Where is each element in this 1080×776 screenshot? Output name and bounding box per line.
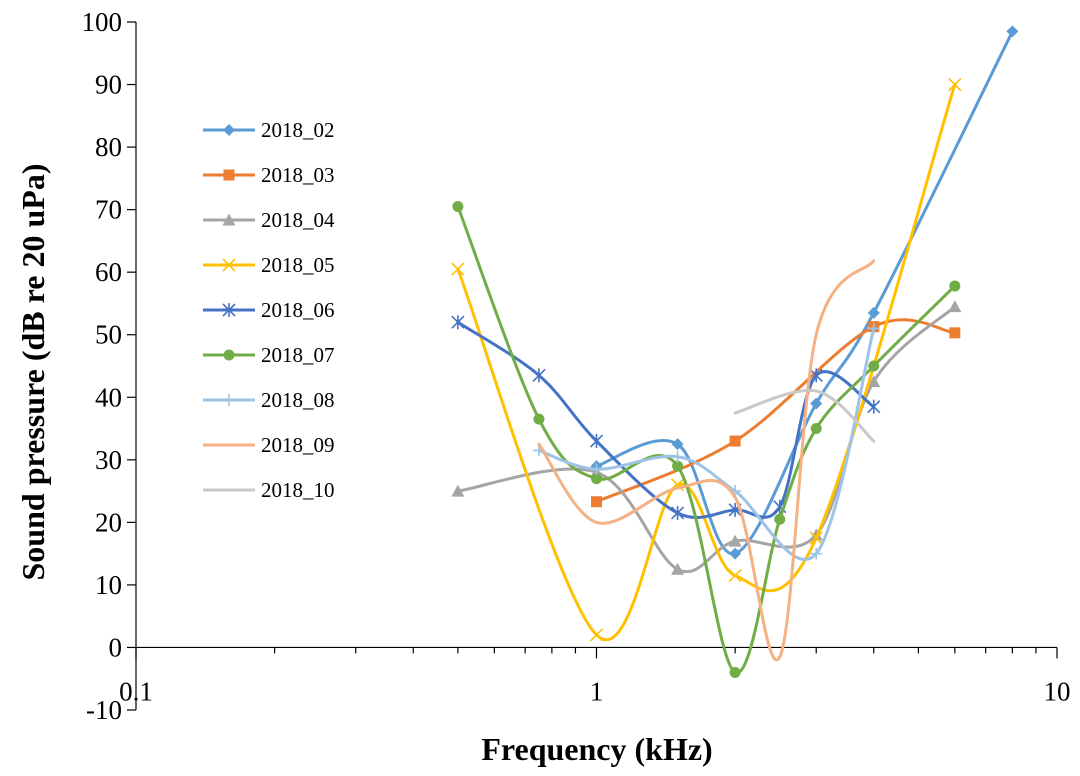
legend-label: 2018_07: [261, 343, 335, 367]
x-axis-title: Frequency (kHz): [481, 731, 712, 767]
y-tick-label: 0: [109, 632, 123, 662]
data-point: [671, 505, 685, 520]
y-tick-label: 70: [95, 195, 122, 225]
legend-marker: [222, 258, 236, 272]
ticks: -10 0 10 20 30 40 50 60 70 80 90 100 0.1 1 10: [82, 7, 1071, 725]
x-tick-label: 1: [590, 676, 604, 706]
data-point: [948, 300, 962, 313]
series-layer: [451, 25, 1019, 678]
legend-item: 2018_10: [203, 478, 335, 502]
data-point: [810, 397, 823, 410]
y-tick-label: 100: [82, 7, 123, 37]
data-point: [591, 496, 602, 508]
data-point: [451, 484, 465, 497]
data-point: [867, 322, 880, 335]
legend-label: 2018_09: [261, 433, 335, 457]
data-point: [533, 413, 545, 425]
legend-marker: [223, 394, 235, 406]
data-point: [949, 327, 961, 339]
x-tick-label: 10: [1044, 676, 1071, 706]
data-point: [451, 262, 465, 276]
series-2018_06: [451, 315, 881, 520]
y-tick-label: 90: [95, 70, 122, 100]
data-point: [728, 568, 742, 583]
legend-label: 2018_08: [261, 388, 335, 412]
data-point: [810, 423, 822, 435]
y-tick-label: 10: [95, 570, 122, 600]
data-point: [532, 368, 546, 383]
series-line: [537, 259, 876, 662]
series-line: [456, 205, 957, 675]
data-point: [867, 399, 881, 414]
data-point: [867, 375, 881, 388]
data-point: [452, 201, 464, 213]
y-tick-label: 80: [95, 132, 122, 162]
data-point: [591, 473, 602, 485]
legend-item: 2018_02: [203, 118, 335, 142]
series-2018_04: [451, 300, 962, 575]
data-point: [810, 547, 823, 560]
series-2018_05: [451, 77, 962, 642]
legend-label: 2018_10: [261, 478, 335, 502]
legend-item: 2018_04: [203, 208, 335, 232]
data-point: [1006, 25, 1019, 38]
legend-marker: [223, 349, 235, 361]
data-point: [728, 534, 742, 547]
series-2018_09: [537, 259, 876, 662]
legend-marker: [222, 213, 236, 226]
legend-marker: [223, 169, 235, 181]
y-tick-label: 60: [95, 257, 122, 287]
data-point: [774, 513, 786, 525]
data-point: [949, 280, 961, 292]
data-point: [867, 306, 880, 319]
data-point: [590, 463, 603, 476]
series-2018_10: [733, 388, 876, 443]
legend-label: 2018_06: [261, 298, 335, 322]
y-tick-label: -10: [86, 695, 122, 725]
y-tick-label: 30: [95, 445, 122, 475]
y-tick-label: 50: [95, 320, 122, 350]
legend-label: 2018_03: [261, 163, 335, 187]
data-point: [672, 460, 684, 472]
data-point: [809, 368, 823, 383]
series-2018_03: [591, 318, 961, 508]
legend-item: 2018_03: [203, 163, 335, 187]
data-point: [729, 547, 742, 560]
series-line: [456, 83, 957, 641]
legend-label: 2018_05: [261, 253, 335, 277]
data-point: [671, 450, 684, 463]
data-point: [589, 434, 604, 449]
legend-marker: [223, 124, 235, 136]
series-line: [733, 388, 876, 443]
legend-marker: [222, 303, 236, 317]
legend-item: 2018_05: [203, 253, 335, 277]
data-point: [671, 438, 684, 451]
data-point: [868, 360, 880, 372]
data-point: [948, 77, 962, 92]
legend-label: 2018_02: [261, 118, 335, 142]
series-2018_07: [452, 201, 961, 678]
series-line: [595, 318, 957, 504]
legend-item: 2018_09: [203, 433, 335, 457]
data-point: [451, 315, 465, 330]
data-point: [729, 435, 741, 447]
data-point: [809, 531, 823, 545]
series-line: [456, 320, 876, 519]
legend-item: 2018_06: [203, 298, 335, 322]
legend-item: 2018_08: [203, 388, 335, 412]
y-axis-title: Sound pressure (dB re 20 uPa): [15, 164, 51, 581]
x-tick-label: 0.1: [119, 676, 153, 706]
legend-item: 2018_07: [203, 343, 335, 367]
y-tick-label: 40: [95, 382, 122, 412]
legend-label: 2018_04: [261, 208, 335, 232]
data-point: [729, 666, 741, 678]
legend: 2018_02 2018_03 2018_04 2018_05 2018_06 2018_…: [203, 118, 335, 502]
data-point: [589, 628, 604, 642]
data-point: [671, 562, 685, 575]
y-tick-label: 20: [95, 507, 122, 537]
